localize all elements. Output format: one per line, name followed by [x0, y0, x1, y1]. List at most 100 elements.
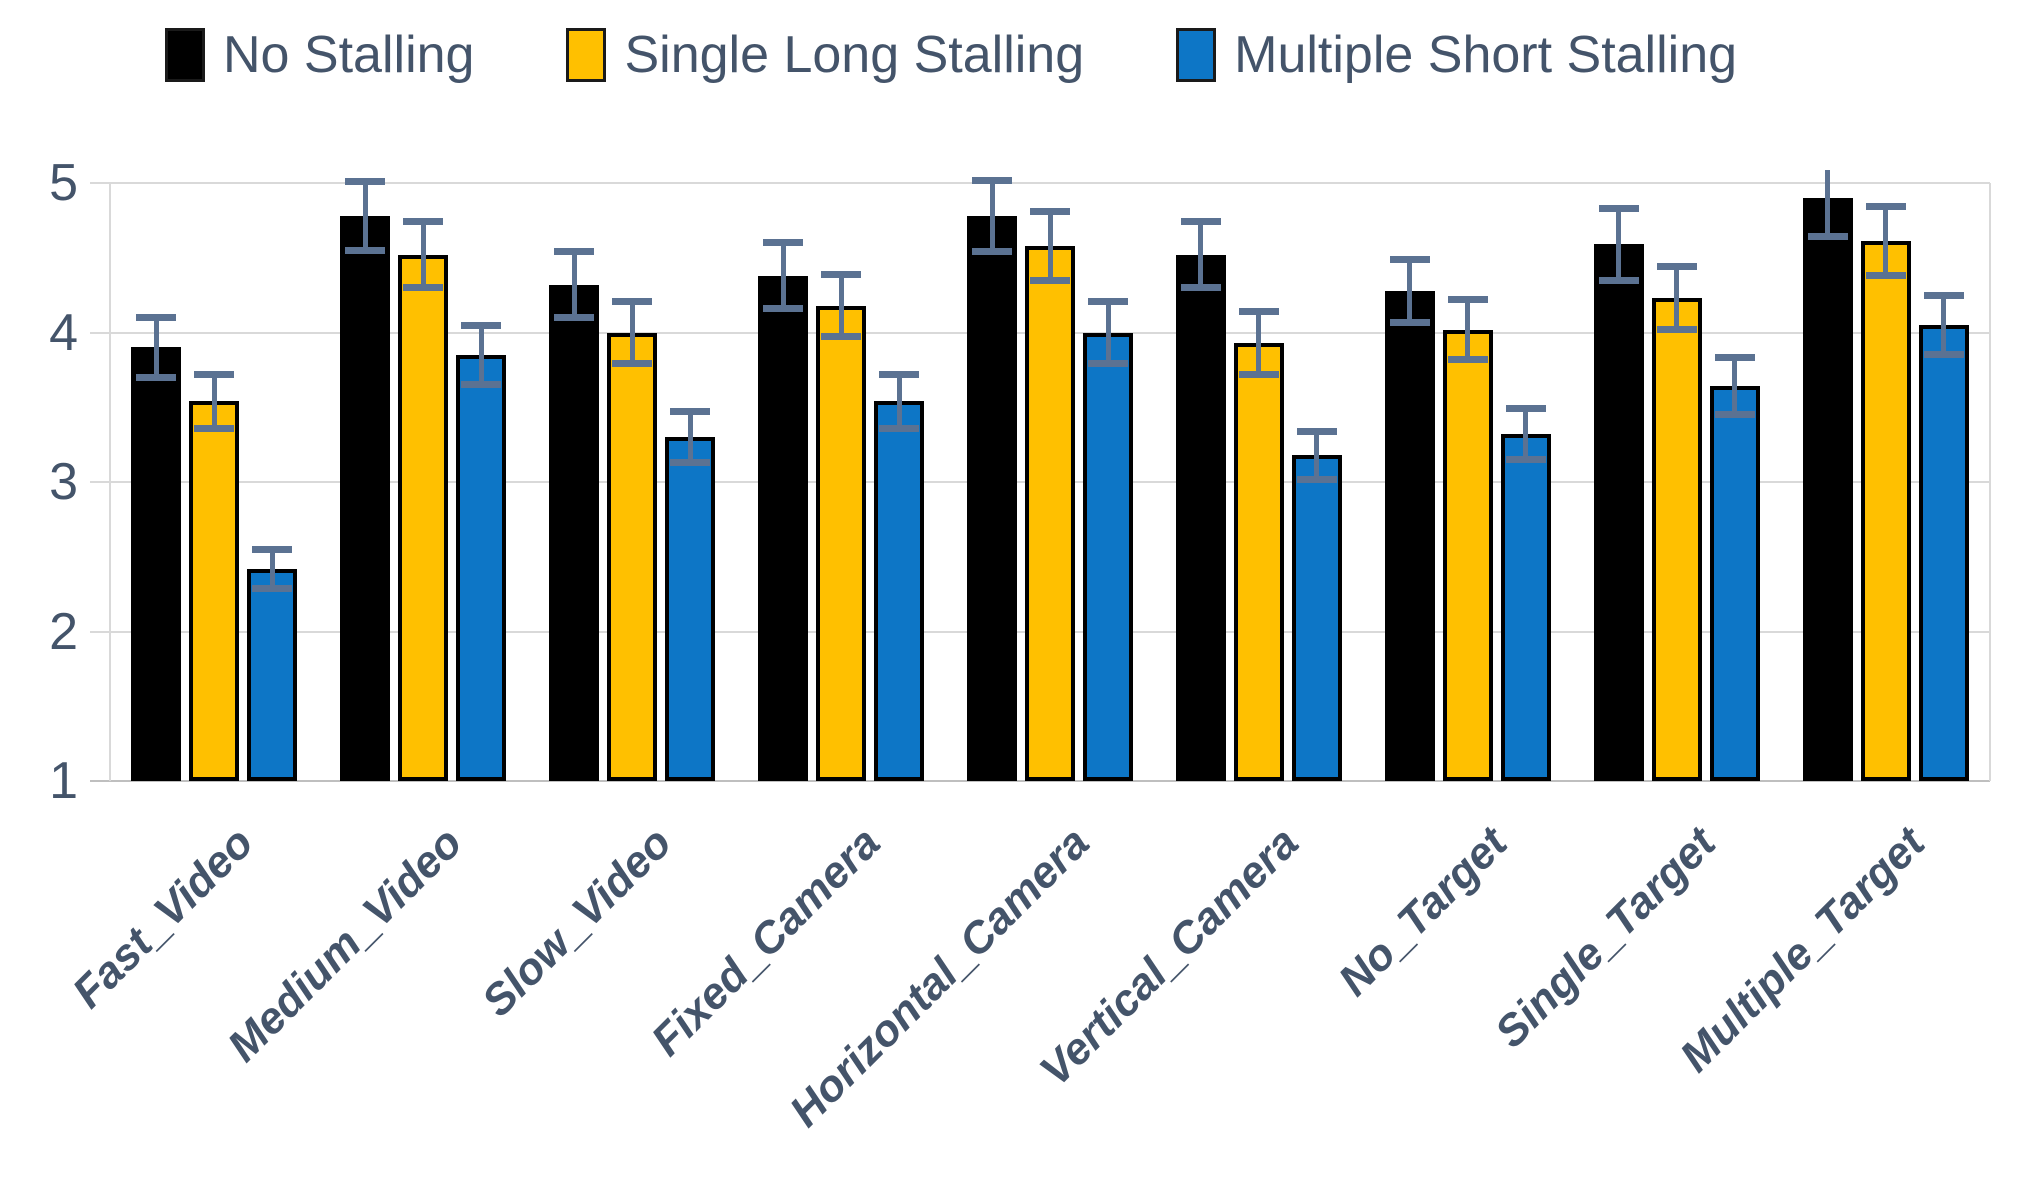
bar-multiple-short-stalling-slow_video: [665, 437, 716, 781]
legend-item-no-stalling: No Stalling: [165, 28, 474, 82]
plot-left-border: [109, 183, 111, 781]
bar-single-long-stalling-vertical_camera: [1233, 342, 1284, 781]
category-label-fast_video: Fast_Video: [63, 818, 264, 1018]
error-bar-cap-top: [1656, 263, 1697, 271]
error-bar-cap-bottom: [461, 381, 502, 389]
error-bar-cap-bottom: [972, 248, 1012, 256]
y-axis-tick: [90, 182, 110, 184]
error-bar-cap-top: [763, 239, 804, 247]
error-bar-cap-bottom: [1598, 276, 1639, 284]
error-bar-cap-top: [252, 545, 293, 553]
y-axis-tick: [90, 481, 110, 483]
error-bar: [1047, 211, 1053, 281]
error-bar: [780, 242, 786, 309]
error-bar-cap-bottom: [879, 424, 920, 432]
y-tick-label: 5: [49, 154, 78, 212]
error-bar-cap-top: [670, 408, 711, 416]
error-bar-cap-top: [1088, 297, 1128, 305]
legend-marker-multiple-short-stalling-icon: [1176, 28, 1217, 82]
legend-label: Multiple Short Stalling: [1234, 26, 1738, 84]
bar-single-long-stalling-medium_video: [398, 254, 449, 781]
bar-multiple-short-stalling-multiple_target: [1918, 325, 1969, 781]
error-bar-cap-top: [1447, 296, 1488, 304]
category-label-slow_video: Slow_Video: [472, 818, 681, 1027]
bar-no-stalling-no_target: [1384, 290, 1435, 781]
error-bar-cap-bottom: [1656, 326, 1697, 333]
error-bar: [269, 549, 275, 589]
error-bar-cap-top: [879, 370, 920, 378]
error-bar-cap-bottom: [194, 424, 235, 432]
y-axis-tick: [90, 331, 110, 334]
bar-no-stalling-slow_video: [549, 284, 600, 781]
error-bar-cap-top: [612, 297, 653, 305]
bar-single-long-stalling-slow_video: [607, 332, 658, 781]
error-bar-cap-bottom: [821, 333, 862, 341]
error-bar-cap-bottom: [1923, 351, 1964, 359]
error-bar: [1105, 301, 1111, 364]
bar-multiple-short-stalling-horizontal_camera: [1083, 332, 1133, 781]
error-bar-cap-top: [345, 178, 386, 185]
bar-multiple-short-stalling-medium_video: [456, 354, 507, 781]
error-bar-cap-top: [194, 370, 235, 378]
error-bar-cap-bottom: [252, 584, 293, 592]
error-bar: [420, 221, 426, 288]
error-bar-cap-bottom: [1865, 272, 1906, 280]
bar-no-stalling-multiple_target: [1802, 197, 1853, 781]
category-label-single_target: Single_Target: [1486, 818, 1726, 1058]
x-axis-line: [110, 780, 1990, 782]
error-bar-cap-bottom: [1389, 318, 1430, 326]
plot-area: [110, 170, 1990, 781]
bar-no-stalling-medium_video: [340, 215, 391, 781]
error-bar: [989, 180, 995, 252]
error-bar-cap-top: [1296, 427, 1337, 435]
bar-no-stalling-fixed_camera: [758, 275, 809, 781]
error-bar-cap-top: [554, 248, 595, 256]
bar-single-long-stalling-multiple_target: [1860, 241, 1911, 781]
error-bar-cap-top: [136, 314, 177, 322]
error-bar-cap-bottom: [403, 284, 444, 292]
error-bar: [153, 317, 159, 378]
error-bar: [1616, 208, 1622, 281]
error-bar: [1314, 431, 1320, 479]
error-bar-cap-top: [1238, 308, 1279, 316]
error-bar-cap-bottom: [612, 360, 653, 368]
legend-label: Single Long Stalling: [624, 26, 1085, 84]
error-bar-cap-top: [1923, 291, 1964, 299]
error-bar-cap-top: [972, 176, 1012, 184]
error-bar: [362, 181, 368, 251]
plot-right-border: [1989, 183, 1991, 781]
error-bar-cap-bottom: [670, 459, 711, 467]
legend-item-multiple-short-stalling: Multiple Short Stalling: [1176, 28, 1737, 82]
error-bar: [1198, 221, 1204, 288]
error-bar-cap-bottom: [1238, 370, 1279, 378]
error-bar-cap-bottom: [1180, 284, 1221, 292]
error-bar-cap-bottom: [1296, 475, 1337, 483]
legend-marker-single-long-stalling-icon: [566, 28, 607, 82]
y-tick-label: 3: [49, 453, 78, 511]
bar-single-long-stalling-horizontal_camera: [1025, 245, 1075, 781]
error-bar-cap-bottom: [1807, 233, 1848, 241]
bar-no-stalling-vertical_camera: [1175, 254, 1226, 781]
legend-label: No Stalling: [223, 26, 475, 84]
error-bar: [1465, 299, 1471, 360]
bar-single-long-stalling-fast_video: [189, 401, 240, 781]
error-bar: [211, 374, 217, 429]
y-axis-tick: [90, 780, 110, 782]
y-tick-label: 2: [49, 602, 78, 661]
y-tick-label: 4: [49, 303, 78, 362]
bar-multiple-short-stalling-fixed_camera: [874, 401, 925, 781]
error-bar-cap-top: [1030, 207, 1070, 215]
error-bar-cap-bottom: [763, 305, 804, 313]
error-bar: [687, 411, 693, 463]
error-bar-cap-bottom: [345, 246, 386, 254]
error-bar: [629, 301, 635, 364]
error-bar-cap-bottom: [1030, 276, 1070, 284]
bar-no-stalling-single_target: [1593, 244, 1644, 781]
error-bar: [838, 274, 844, 337]
bar-multiple-short-stalling-no_target: [1500, 434, 1551, 781]
bar-multiple-short-stalling-vertical_camera: [1291, 455, 1342, 781]
gridline: [110, 182, 1990, 184]
error-bar-cap-top: [1180, 218, 1221, 226]
error-bar-cap-top: [403, 218, 444, 226]
